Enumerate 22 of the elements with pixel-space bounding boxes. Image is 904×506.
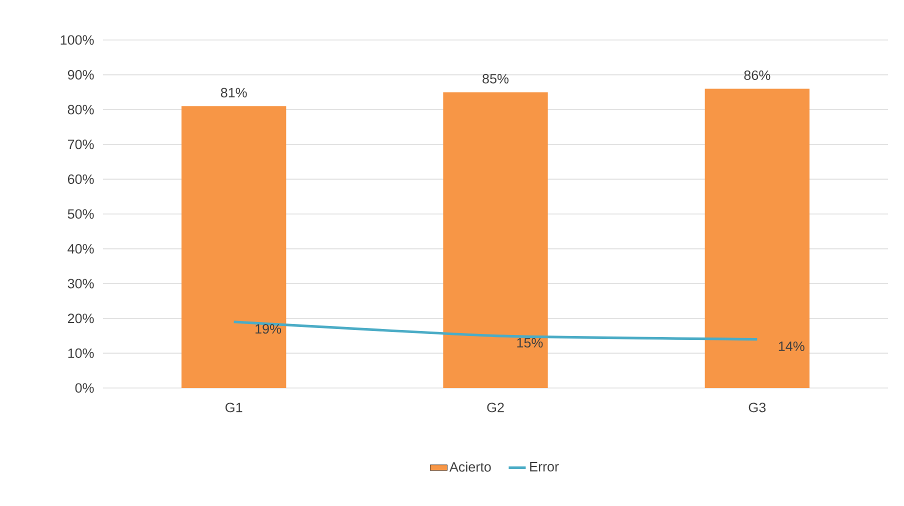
data-label: 15%: [517, 338, 543, 348]
data-label: 14%: [778, 342, 804, 351]
x-tick-label: G2: [487, 402, 504, 412]
y-tick-label: 40%: [68, 244, 94, 254]
data-label: 19%: [256, 324, 282, 334]
x-tick-label: G1: [226, 402, 242, 412]
x-tick-label: G3: [748, 402, 766, 412]
legend-label: Acierto: [449, 462, 491, 472]
legend-label: Error: [530, 462, 559, 472]
data-label: 85%: [482, 74, 509, 84]
y-tick-label: 30%: [68, 278, 94, 288]
y-tick-label: 90%: [68, 70, 94, 80]
y-tick-label: 100%: [60, 35, 94, 45]
y-tick-label: 60%: [68, 174, 94, 184]
data-label: 81%: [220, 88, 247, 98]
data-label: 86%: [744, 70, 770, 80]
y-tick-label: 0%: [75, 383, 94, 393]
y-tick-label: 70%: [68, 140, 94, 150]
y-tick-label: 10%: [68, 348, 94, 358]
y-tick-label: 50%: [68, 209, 94, 219]
y-tick-label: 80%: [68, 104, 94, 114]
y-tick-label: 20%: [68, 314, 94, 324]
